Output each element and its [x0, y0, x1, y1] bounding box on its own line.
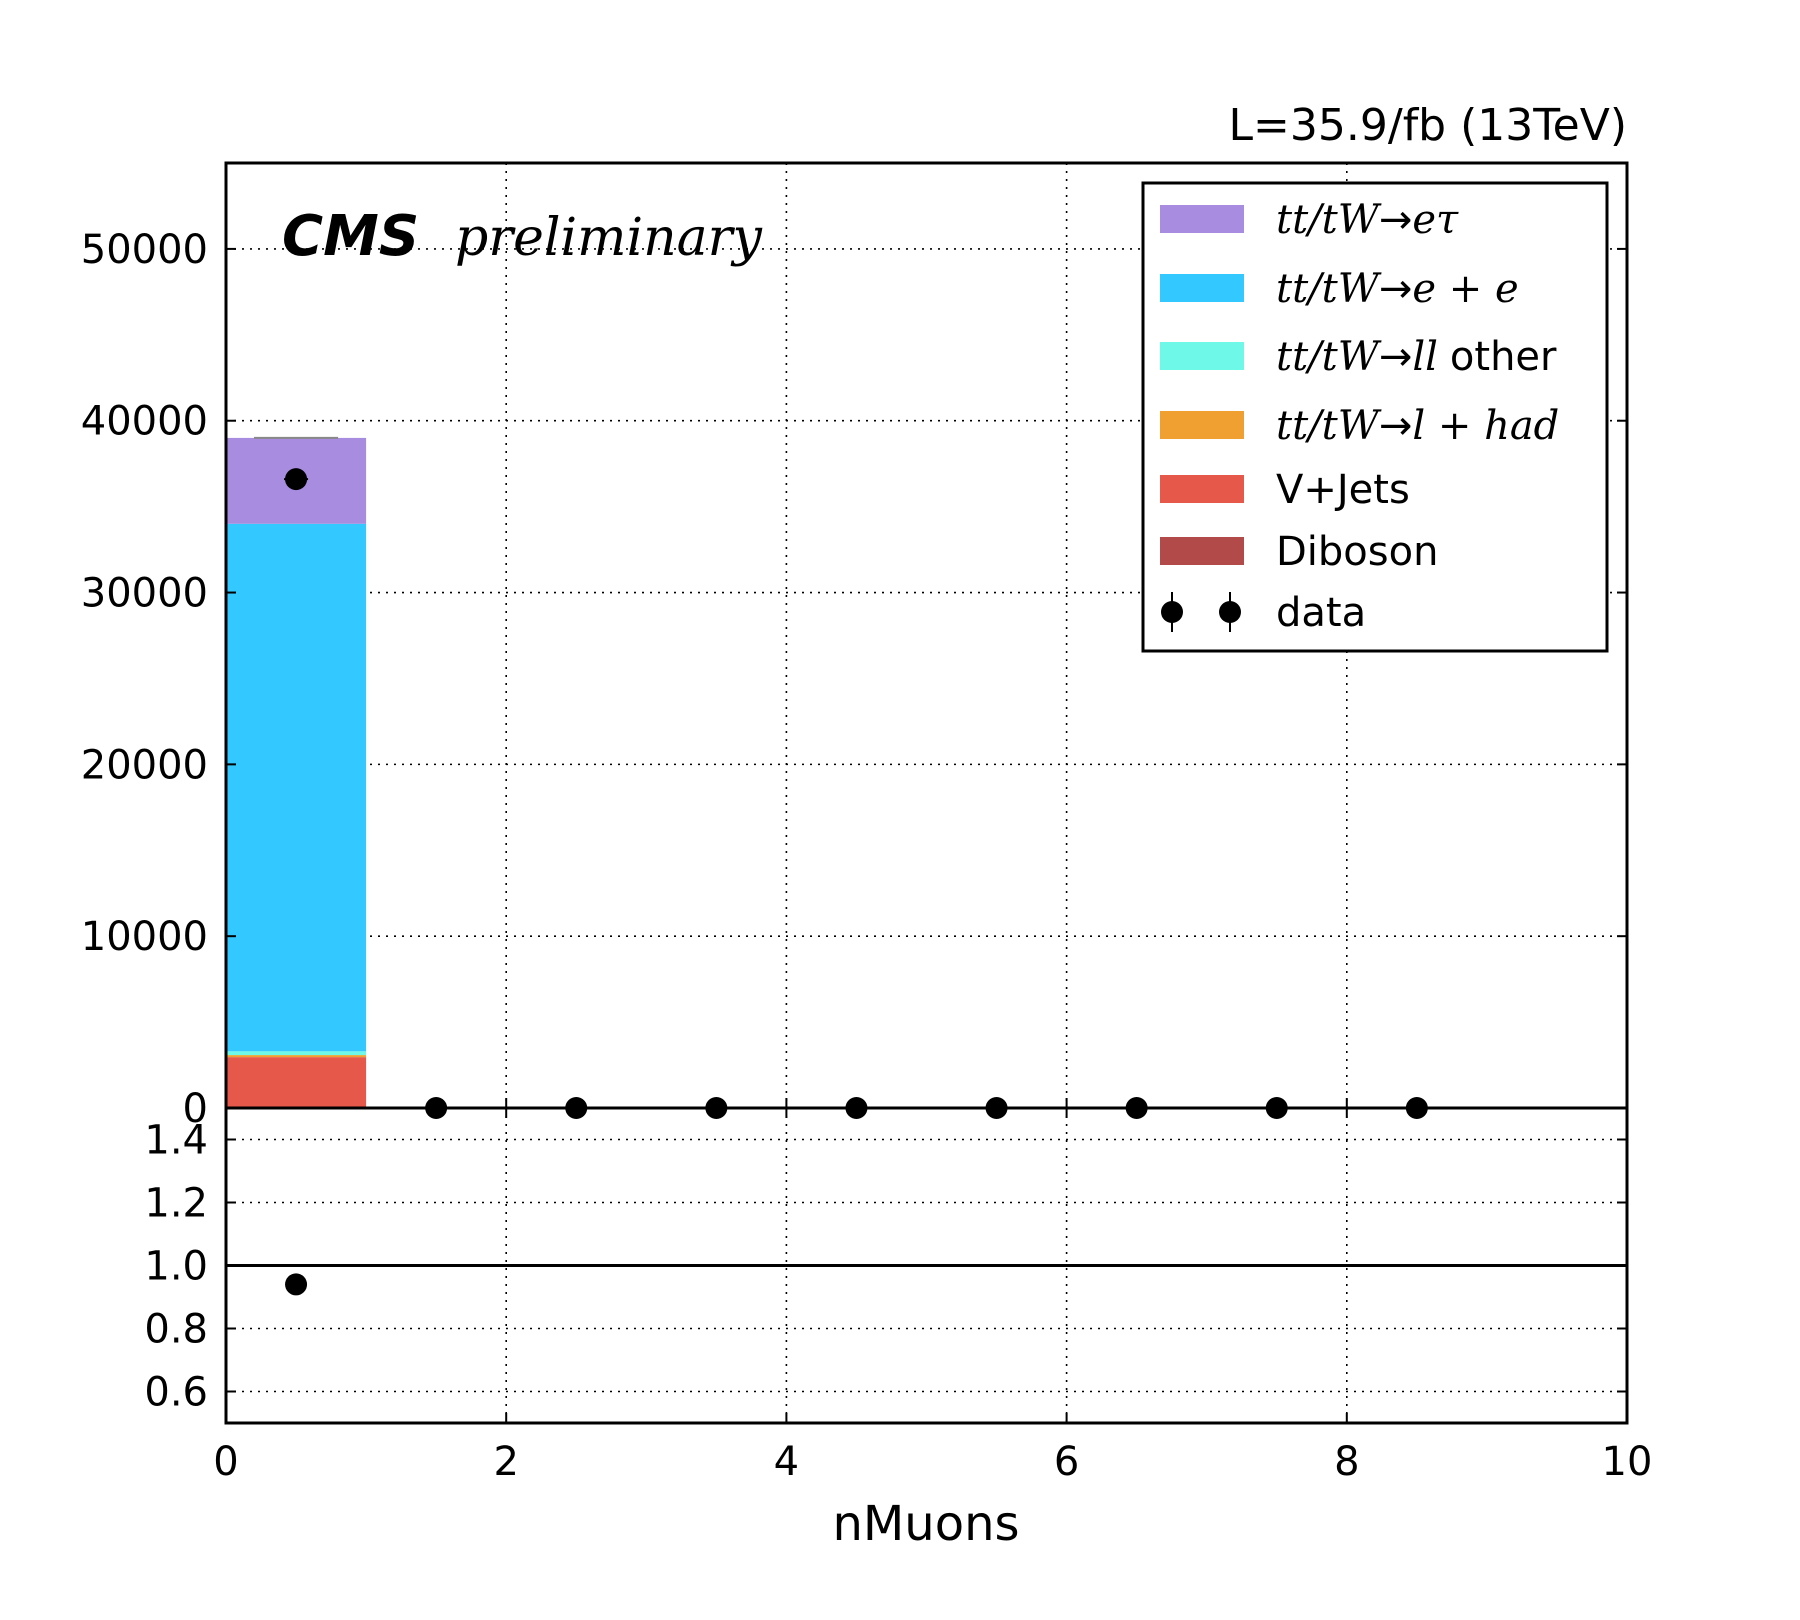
legend-swatch	[1160, 205, 1244, 233]
x-tick-label: 8	[1334, 1439, 1359, 1485]
y-tick-label: 50000	[81, 227, 208, 273]
axes: 0 10000 20000 30000 40000 50000 0 2 4 6 8 10 0.6 0.8 1…	[81, 161, 1653, 1485]
luminosity-label: L=35.9/fb (13TeV)	[1229, 100, 1627, 151]
legend-label-main: tt/tW	[1276, 334, 1382, 380]
x-tick-label: 4	[774, 1439, 799, 1485]
x-axis-label: nMuons	[832, 1496, 1019, 1552]
legend-label: V+Jets	[1276, 467, 1410, 513]
data-point	[285, 468, 308, 491]
legend-swatch	[1160, 274, 1244, 302]
legend-swatch	[1160, 475, 1244, 503]
x-tick-label: 10	[1602, 1439, 1653, 1485]
legend-label-arrow: →	[1379, 403, 1413, 449]
bar-segment-tt-tw-ll-other	[226, 1051, 367, 1056]
y-tick-label: 0	[183, 1086, 208, 1132]
legend-label-arrow: →	[1379, 266, 1413, 312]
bar-segment-tt-tw-l-had	[226, 1055, 367, 1058]
y-tick-label: 20000	[81, 742, 208, 788]
ratio-y-tick-label: 0.8	[144, 1307, 208, 1353]
legend-marker	[1161, 601, 1183, 623]
ratio-y-tick-label: 1.2	[144, 1181, 208, 1227]
ratio-y-tick-label: 1.0	[144, 1244, 208, 1290]
ratio-data-point	[285, 1273, 308, 1296]
legend-label-end: l + had	[1412, 403, 1559, 449]
cms-label: CMS	[282, 204, 419, 269]
legend-label: data	[1276, 590, 1366, 636]
legend-label-main: tt/tW	[1276, 403, 1382, 449]
x-tick-label: 6	[1054, 1439, 1079, 1485]
legend-marker	[1219, 601, 1241, 623]
y-tick-label: 30000	[81, 571, 208, 617]
legend-label: tt/tW→eτ	[1276, 197, 1459, 243]
y-tick-label: 40000	[81, 399, 208, 445]
legend-label-main: tt/tW	[1276, 266, 1382, 312]
legend-label: tt/tW→l + had	[1276, 403, 1559, 449]
stacked-bars	[226, 436, 367, 1108]
bar-segment-tt-tw-e-e	[226, 523, 367, 1052]
legend-label: tt/tW→ll other	[1276, 334, 1557, 380]
legend-label-arrow: →	[1379, 334, 1413, 380]
legend-label-main: tt/tW	[1276, 197, 1382, 243]
legend-label-end: eτ	[1412, 197, 1459, 243]
ratio-y-tick-label: 0.6	[144, 1370, 208, 1416]
ratio-y-tick-label: 1.4	[144, 1118, 208, 1164]
legend-label: tt/tW→e + e	[1276, 266, 1519, 312]
legend-swatch	[1160, 342, 1244, 370]
legend-swatch	[1160, 537, 1244, 565]
legend-label-end: e + e	[1412, 266, 1518, 312]
y-tick-label: 10000	[81, 914, 208, 960]
ratio-panel	[226, 1108, 1627, 1423]
legend-label: Diboson	[1276, 529, 1438, 575]
legend-label-end: ll	[1412, 334, 1438, 380]
legend-label-extra: other	[1450, 334, 1557, 380]
legend-swatch	[1160, 411, 1244, 439]
x-tick-label: 2	[493, 1439, 518, 1485]
x-tick-label: 0	[213, 1439, 238, 1485]
ratio-plot-frame	[224, 1106, 1629, 1425]
legend-label-arrow: →	[1379, 197, 1413, 243]
preliminary-label: preliminary	[455, 208, 762, 268]
bar-segment-v-jets	[226, 1057, 367, 1107]
